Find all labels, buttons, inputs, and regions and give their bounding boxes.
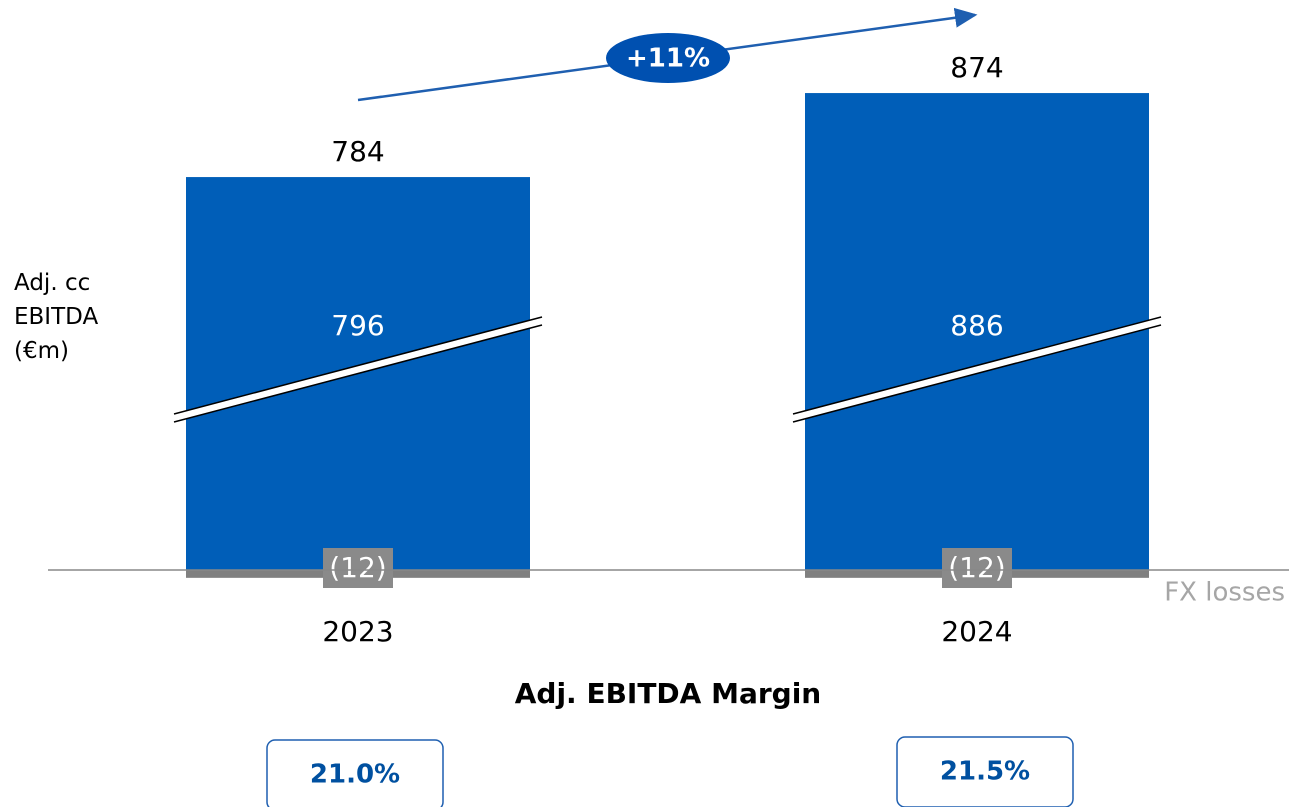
total-label: 874 [950, 51, 1003, 84]
legend-label: FX losses [1164, 578, 1285, 608]
x-tick-label: 2023 [322, 615, 393, 648]
total-label: 784 [331, 135, 384, 168]
axis-break-line [173, 316, 543, 415]
growth-bubble [606, 33, 730, 83]
axis-break-line [792, 324, 1162, 423]
bar-value-label: 796 [331, 309, 384, 342]
fx-label-bg [942, 548, 1012, 588]
axis-break [174, 317, 542, 422]
bar [805, 93, 1149, 571]
x-tick-label: 2024 [941, 615, 1012, 648]
margin-box [896, 736, 1074, 807]
margin-label: 21.5% [940, 757, 1030, 787]
margin-box [266, 739, 444, 807]
y-axis-label: Adj. cc EBITDA (€m) [14, 270, 99, 364]
axis-break-line [173, 324, 543, 423]
fx-value-label: (12) [948, 551, 1005, 584]
margin-label: 21.0% [310, 760, 400, 790]
subtitle: Adj. EBITDA Margin [515, 677, 821, 710]
growth-label: +11% [626, 44, 710, 74]
axis-break [793, 317, 1161, 422]
bar-value-label: 886 [950, 309, 1003, 342]
axis-break-line [792, 316, 1162, 415]
fx-label-bg [323, 548, 393, 588]
fx-value-label: (12) [329, 551, 386, 584]
